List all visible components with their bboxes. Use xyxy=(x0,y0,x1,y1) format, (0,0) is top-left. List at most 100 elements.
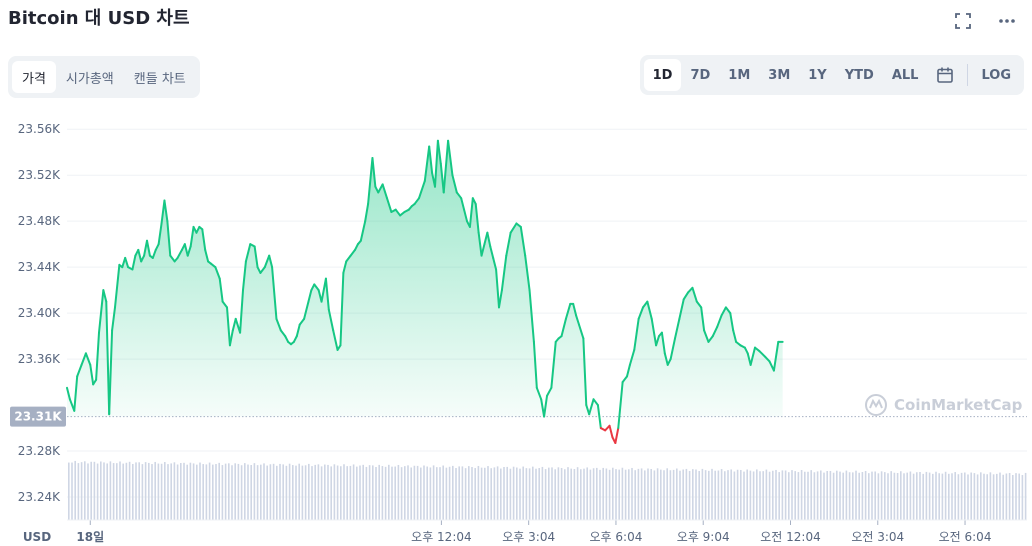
price-line-segment xyxy=(163,199,169,223)
price-line-segment xyxy=(663,352,669,366)
price-line-segment xyxy=(729,312,735,332)
price-line-segment xyxy=(271,266,278,320)
volume-bar xyxy=(288,463,291,520)
range-7d-button[interactable]: 7D xyxy=(690,67,711,83)
price-line-segment xyxy=(608,424,614,439)
volume-bar xyxy=(637,468,640,520)
range-ytd-button[interactable]: YTD xyxy=(844,67,874,83)
volume-bar xyxy=(474,468,476,520)
volume-bar xyxy=(164,462,166,520)
volume-bar xyxy=(442,465,444,520)
volume-bar xyxy=(247,464,249,520)
range-1y-button[interactable]: 1Y xyxy=(808,67,827,83)
log-scale-button[interactable]: LOG xyxy=(981,67,1011,83)
range-1d-button[interactable]: 1D xyxy=(643,59,682,91)
price-line-segment xyxy=(160,199,166,225)
price-line-segment xyxy=(655,335,660,347)
volume-bar xyxy=(736,469,739,520)
price-line-segment xyxy=(711,325,719,338)
price-line-segment xyxy=(189,225,195,248)
price-line-segment xyxy=(244,243,252,263)
price-line-segment xyxy=(700,306,706,332)
volume-bar xyxy=(564,469,566,520)
volume-bar xyxy=(352,464,355,520)
x-tick-label: 오후 9:04 xyxy=(677,530,730,544)
volume-bar xyxy=(397,464,400,520)
volume-bar xyxy=(733,471,736,520)
volume-bar xyxy=(388,464,390,520)
volume-bar xyxy=(106,463,108,520)
volume-bar xyxy=(884,472,886,520)
y-tick-label: 23.48K xyxy=(18,214,61,228)
volume-bar xyxy=(644,470,646,520)
tab-candle-chart[interactable]: 캔들 차트 xyxy=(133,71,186,87)
tab-price[interactable]: 가격 xyxy=(12,61,56,93)
calendar-icon[interactable] xyxy=(927,59,963,91)
y-tick-label: 23.28K xyxy=(18,444,61,458)
price-line-segment xyxy=(455,191,463,200)
volume-bar xyxy=(573,469,576,520)
price-line-segment xyxy=(460,197,466,211)
volume-bar xyxy=(122,463,124,520)
price-line-segment xyxy=(535,386,543,401)
price-line-segment xyxy=(228,329,234,347)
volume-bar xyxy=(541,466,544,520)
volume-bar xyxy=(996,473,998,520)
volume-bar xyxy=(583,468,585,520)
fullscreen-icon[interactable] xyxy=(952,10,974,32)
price-line-segment xyxy=(489,245,495,259)
volume-bar xyxy=(100,461,102,520)
volume-bar xyxy=(1005,473,1008,520)
price-line-segment xyxy=(151,248,157,259)
volume-bar xyxy=(688,470,691,520)
price-line-segment xyxy=(442,139,450,194)
volume-bar xyxy=(676,468,678,520)
volume-bar xyxy=(308,463,310,520)
volume-bar xyxy=(586,467,588,520)
volume-bar xyxy=(170,463,172,520)
price-line-segment xyxy=(650,317,658,347)
volume-bar xyxy=(231,465,233,520)
volume-bar xyxy=(205,464,208,520)
price-line-segment xyxy=(626,363,631,378)
price-line-segment xyxy=(140,254,146,263)
volume-bar xyxy=(349,465,352,520)
volume-bar xyxy=(823,472,825,520)
volume-bar xyxy=(381,466,384,520)
price-line-segment xyxy=(95,331,100,381)
tab-market-cap[interactable]: 시가총액 xyxy=(65,71,114,87)
price-line-segment xyxy=(682,291,690,301)
price-line-segment xyxy=(186,245,192,257)
volume-bar xyxy=(765,469,768,520)
volume-bar xyxy=(810,470,812,520)
price-line-segment xyxy=(339,271,345,347)
price-line-segment xyxy=(724,306,732,315)
price-line-segment xyxy=(131,254,137,271)
volume-bar xyxy=(490,468,492,520)
price-line-segment xyxy=(674,317,681,340)
y-tick-label: 23.40K xyxy=(18,306,61,320)
volume-bar xyxy=(909,471,912,520)
price-line-segment xyxy=(471,197,477,205)
volume-bar xyxy=(781,470,784,520)
volume-bar xyxy=(724,471,726,520)
volume-bar xyxy=(208,462,211,520)
price-line-segment xyxy=(295,323,301,338)
range-3m-button[interactable]: 3M xyxy=(768,67,791,83)
price-line-segment xyxy=(73,375,79,412)
price-line-segment xyxy=(596,404,602,430)
volume-bar xyxy=(362,464,364,520)
more-icon[interactable] xyxy=(996,10,1018,32)
volume-bar xyxy=(196,464,198,520)
volume-bar xyxy=(855,470,857,520)
price-line-segment xyxy=(564,302,572,320)
volume-bar xyxy=(368,465,371,520)
volume-bar xyxy=(794,471,796,520)
volume-bar xyxy=(487,466,489,520)
volume-bar xyxy=(429,467,432,520)
range-1m-button[interactable]: 1M xyxy=(728,67,751,83)
price-line-segment xyxy=(532,340,538,389)
price-line-segment xyxy=(578,323,585,340)
range-all-button[interactable]: ALL xyxy=(891,67,919,83)
